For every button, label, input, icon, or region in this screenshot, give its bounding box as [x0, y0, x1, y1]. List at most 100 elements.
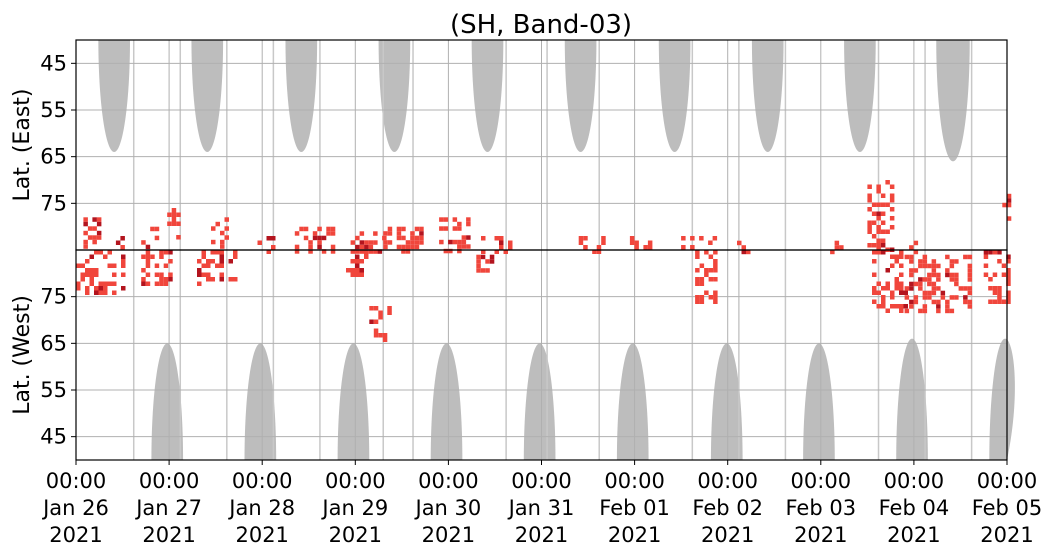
detection-cell: [880, 220, 886, 225]
detection-cell: [876, 211, 881, 216]
detection-cell: [107, 281, 112, 286]
detection-cell: [713, 295, 718, 300]
detection-cell: [889, 225, 895, 230]
detection-cell: [321, 249, 327, 254]
detection-cell: [876, 281, 881, 286]
detection-cell: [76, 281, 81, 286]
detection-cell: [922, 290, 928, 296]
coverage-west-6: [710, 343, 743, 460]
coverage-west-0: [151, 343, 184, 460]
detection-cell: [880, 193, 886, 198]
detection-cell: [945, 268, 950, 273]
detection-cell: [355, 249, 360, 254]
detection-cell: [350, 249, 356, 254]
detection-cell: [913, 240, 919, 246]
detection-cell: [485, 268, 490, 273]
coverage-east-1: [191, 40, 224, 152]
detection-east-6: [294, 226, 336, 254]
detection-cell: [80, 272, 85, 277]
detection-cell: [690, 245, 695, 250]
xtick-date-0: Jan 26: [41, 496, 109, 520]
detection-cell: [87, 226, 93, 231]
detection-cell: [954, 272, 959, 278]
detection-cell: [867, 193, 872, 198]
detection-cell: [647, 240, 653, 245]
detection-cell: [643, 245, 648, 250]
detection-cell: [997, 295, 1002, 300]
detection-east-16: [867, 180, 895, 252]
detection-cell: [894, 259, 899, 264]
detection-cell: [103, 290, 108, 295]
xtick-date-7: Feb 02: [692, 496, 763, 520]
detection-cell: [92, 226, 97, 231]
detection-cell: [918, 308, 923, 314]
detection-cell: [876, 243, 881, 248]
detection-cell: [419, 235, 424, 241]
detection-cell: [899, 281, 904, 286]
detection-cell: [266, 249, 271, 254]
detection-cell: [145, 263, 151, 268]
detection-cell: [369, 319, 374, 324]
detection-cell: [489, 254, 495, 260]
detection-cell: [145, 259, 151, 264]
detection-cell: [954, 259, 959, 264]
detection-cell: [355, 254, 360, 259]
detection-cell: [963, 295, 968, 300]
detection-cell: [396, 244, 402, 250]
detection-cell: [368, 244, 374, 250]
detection-cell: [867, 220, 872, 225]
detection-cell: [141, 254, 146, 259]
detection-cell: [885, 229, 890, 234]
detection-cell: [918, 281, 923, 287]
detection-cell: [443, 226, 449, 231]
detection-cell: [94, 290, 99, 295]
detection-cell: [880, 229, 886, 234]
detection-cell: [224, 226, 229, 231]
detection-cell: [918, 286, 923, 291]
detection-cell: [992, 250, 998, 255]
detection-cell: [201, 250, 206, 255]
xtick-date-8: Feb 03: [786, 496, 857, 520]
detection-cell: [364, 254, 369, 259]
detection-cell: [936, 277, 941, 282]
detection-cell: [154, 281, 160, 286]
detection-cell: [903, 304, 908, 309]
detection-cell: [228, 277, 233, 282]
detection-cell: [741, 249, 746, 255]
detection-cell: [997, 290, 1002, 295]
detection-cell: [904, 286, 910, 291]
detection-cell: [206, 277, 211, 282]
detection-west-5: [476, 254, 495, 273]
detection-cell: [401, 249, 406, 254]
xtick-year-1: 2021: [142, 523, 195, 547]
detection-cell: [76, 286, 81, 291]
detection-cell: [988, 277, 993, 282]
detection-cell: [997, 299, 1002, 304]
detection-cell: [201, 272, 206, 277]
detection-cell: [899, 290, 904, 295]
detection-cell: [359, 231, 365, 236]
detection-cell: [963, 286, 968, 291]
ytick-label-west-3: 45: [40, 425, 67, 449]
detection-cell: [949, 308, 955, 314]
detection-cell: [713, 250, 718, 255]
detection-cell: [988, 299, 993, 304]
detection-cell: [171, 217, 177, 222]
detection-cell: [867, 225, 872, 230]
detection-cell: [867, 229, 872, 234]
detection-cell: [299, 226, 304, 232]
detection-cell: [699, 295, 705, 300]
detection-cell: [708, 277, 714, 282]
detection-west-6: [695, 250, 718, 304]
detection-cell: [741, 245, 746, 250]
detection-cell: [154, 272, 160, 277]
detection-cell: [954, 295, 959, 300]
detection-cell: [909, 268, 914, 273]
detection-cell: [890, 295, 895, 300]
detection-cell: [107, 250, 112, 255]
detection-cell: [176, 235, 181, 240]
detection-cell: [881, 304, 886, 309]
detection-cell: [945, 254, 950, 260]
detection-cell: [713, 290, 718, 295]
